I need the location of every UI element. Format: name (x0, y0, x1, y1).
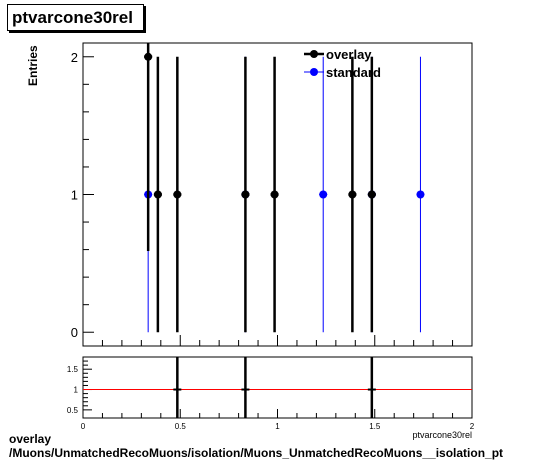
ratio-axes: 0.511.50 0.5 1 1.5 2 (67, 360, 475, 431)
ratio-y-tick-label: 1 (74, 386, 79, 395)
overlay-point (144, 52, 153, 61)
y-tick-label: 2 (71, 50, 78, 65)
footer-line-2: /Muons/UnmatchedRecoMuons/isolation/Muon… (9, 446, 504, 460)
ratio-plot-marks (83, 357, 472, 418)
overlay-point (153, 190, 162, 199)
ratio-x-tick-label: 0.5 (175, 422, 187, 431)
overlay-point (348, 190, 357, 199)
legend-marker-standard (310, 68, 318, 76)
y-tick-label: 1 (71, 188, 78, 203)
main-y-axis: 0 1 2 (71, 50, 473, 346)
legend: overlay standard (304, 47, 381, 80)
x-axis-label: ptvarcone30rel (412, 430, 472, 440)
legend-label-overlay: overlay (326, 47, 372, 62)
ratio-x-tick-label: 1.5 (369, 422, 381, 431)
y-axis-label: Entries (26, 45, 40, 86)
overlay-point (173, 190, 182, 199)
chart-title: ptvarcone30rel (7, 4, 144, 31)
legend-marker-overlay (310, 50, 318, 58)
overlay-point (367, 190, 376, 199)
ratio-x-tick-label: 0 (81, 422, 86, 431)
ratio-y-tick-label: 1.5 (67, 365, 79, 374)
ratio-x-tick-label: 1 (275, 422, 280, 431)
main-plot-marks (144, 43, 425, 333)
legend-label-standard: standard (326, 65, 381, 80)
ratio-x-tick-label: 2 (470, 422, 475, 431)
standard-point (319, 190, 328, 199)
ratio-plot-frame (82, 356, 473, 419)
y-tick-label: 0 (71, 325, 78, 340)
ratio-frame-rect (82, 356, 473, 419)
overlay-point (241, 190, 250, 199)
ratio-y-tick-label: 0.5 (67, 406, 79, 415)
standard-point (416, 190, 425, 199)
footer-line-1: overlay (9, 432, 52, 446)
overlay-point (270, 190, 279, 199)
